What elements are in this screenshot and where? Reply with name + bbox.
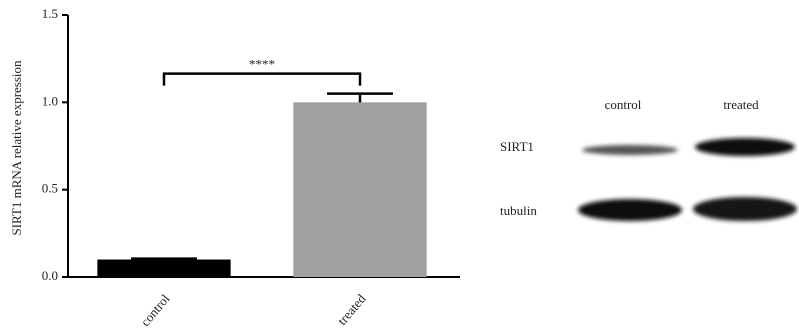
y-tick-label: 1.0 [42,93,58,108]
y-tick-label: 1.5 [42,6,58,21]
row-label: tubulin [500,203,537,218]
band [582,145,678,155]
lane-label: control [605,97,642,112]
error-bar [327,94,393,103]
page: {"chart_data": {"type": "bar", "ylabel":… [0,0,799,333]
significance-bracket [164,74,360,86]
row-label: SIRT1 [500,139,534,154]
error-bar [131,259,197,260]
y-tick-label: 0.5 [42,181,58,196]
significance-label: **** [249,57,275,72]
bar [97,260,230,277]
band [695,138,795,156]
band [578,199,682,221]
lane-label: treated [723,97,759,112]
y-tick-label: 0.0 [42,268,58,283]
y-axis-label: SIRT1 mRNA relative expression [9,60,24,236]
x-tick-label: treated [334,291,369,328]
figure: SIRT1 mRNA relative expression control t… [0,0,799,333]
bar [293,102,426,277]
x-tick-label: control [137,291,172,329]
blot-bands [578,138,797,221]
band [693,197,797,221]
